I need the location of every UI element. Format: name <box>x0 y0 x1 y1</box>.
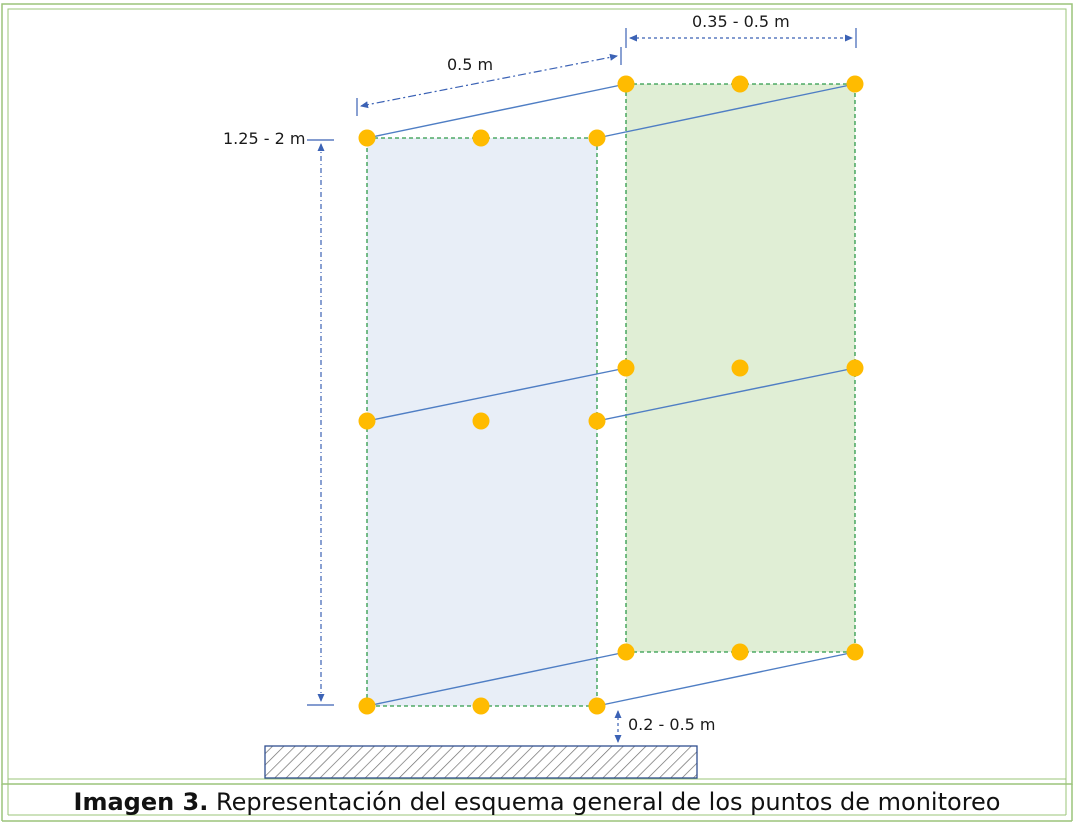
monitoring-point-front-1-2 <box>588 412 606 430</box>
monitoring-point-back-2-0 <box>617 643 635 661</box>
monitoring-point-back-0-0 <box>617 75 635 93</box>
caption-lead: Imagen 3. <box>73 788 209 816</box>
ground-bar <box>264 745 698 779</box>
monitoring-point-back-1-1 <box>731 359 749 377</box>
monitoring-point-front-1-0 <box>358 412 376 430</box>
monitoring-point-front-2-2 <box>588 697 606 715</box>
monitoring-point-front-0-1 <box>472 129 490 147</box>
connector-mid-left <box>366 367 627 422</box>
monitoring-point-back-0-1 <box>731 75 749 93</box>
clearance-dimension-label: 0.2 - 0.5 m <box>628 715 716 734</box>
connector-bottom-right <box>596 651 856 707</box>
connector-top-right <box>596 83 856 139</box>
monitoring-point-front-2-1 <box>472 697 490 715</box>
depth-dimension-label: 0.5 m <box>447 55 493 74</box>
height-dimension: 1.25 - 2 m <box>223 129 334 706</box>
caption-text: Representación del esquema general de lo… <box>208 788 1001 816</box>
depth-dimension: 0.5 m <box>356 47 622 116</box>
connector-top-left <box>366 83 627 139</box>
monitoring-point-front-0-2 <box>588 129 606 147</box>
width-dimension-label: 0.35 - 0.5 m <box>692 12 790 31</box>
monitoring-point-back-0-2 <box>846 75 864 93</box>
monitoring-point-back-2-2 <box>846 643 864 661</box>
figure-border <box>1 3 1073 822</box>
figure-caption: Imagen 3. Representación del esquema gen… <box>10 784 1064 820</box>
connector-bottom-left <box>366 651 627 707</box>
monitoring-points <box>358 75 864 715</box>
monitoring-point-front-0-0 <box>358 129 376 147</box>
width-dimension: 0.35 - 0.5 m <box>625 12 857 48</box>
monitoring-point-front-1-1 <box>472 412 490 430</box>
height-dimension-label: 1.25 - 2 m <box>223 129 305 148</box>
monitoring-point-front-2-0 <box>358 697 376 715</box>
monitoring-point-back-1-2 <box>846 359 864 377</box>
connector-mid-right <box>596 367 856 422</box>
monitoring-point-back-2-1 <box>731 643 749 661</box>
clearance-dimension: 0.2 - 0.5 m <box>614 710 716 743</box>
monitoring-point-back-1-0 <box>617 359 635 377</box>
